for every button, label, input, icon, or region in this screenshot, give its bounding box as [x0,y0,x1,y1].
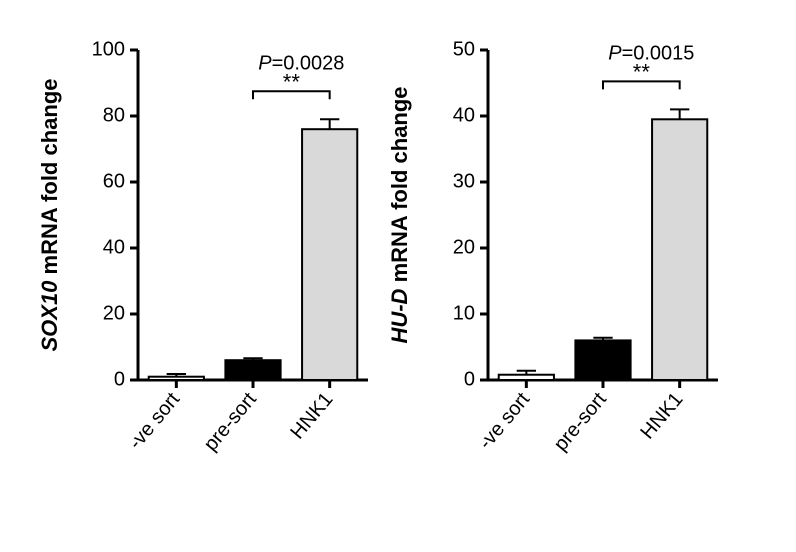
y-tick-label: 50 [453,38,475,60]
y-tick-label: 80 [103,104,125,126]
y-tick-label: 0 [464,368,475,390]
bar [302,129,357,380]
y-tick-label: 20 [453,236,475,258]
bar [575,340,630,380]
category-label: -ve sort [474,388,534,454]
figure-container: SOX10 mRNA fold change020406080100-ve so… [0,0,796,552]
y-tick-label: 60 [103,170,125,192]
y-axis-label: HU-D mRNA fold change [387,86,413,343]
p-value-label: P=0.0015 [608,42,694,64]
y-tick-label: 40 [103,236,125,258]
bar [652,119,707,380]
y-tick-label: 100 [92,38,125,60]
category-label: HNK1 [286,388,337,443]
bar [149,377,204,380]
y-tick-label: 30 [453,170,475,192]
p-value-label: P=0.0028 [258,52,344,74]
y-tick-label: 0 [114,368,125,390]
category-label: -ve sort [124,388,184,454]
bar [225,360,280,380]
bar-chart: 01020304050-ve sortpre-sortHNK1**P=0.001… [418,20,728,520]
chart-panel-hud: HU-D mRNA fold change01020304050-ve sort… [418,20,728,520]
category-label: pre-sort [550,388,611,455]
category-label: pre-sort [200,388,261,455]
y-tick-label: 40 [453,104,475,126]
chart-panel-sox10: SOX10 mRNA fold change020406080100-ve so… [68,20,378,520]
y-tick-label: 10 [453,302,475,324]
gene-name: HU-D [387,289,412,344]
category-label: HNK1 [636,388,687,443]
bar-chart: 020406080100-ve sortpre-sortHNK1**P=0.00… [68,20,378,520]
y-axis-label: SOX10 mRNA fold change [37,78,63,351]
bar [499,375,554,380]
ylabel-suffix: mRNA fold change [37,78,62,280]
gene-name: SOX10 [37,281,62,352]
ylabel-suffix: mRNA fold change [387,86,412,288]
y-tick-label: 20 [103,302,125,324]
